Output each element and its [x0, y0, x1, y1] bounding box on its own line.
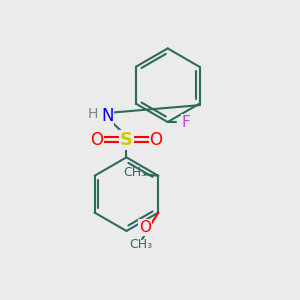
Text: O: O: [91, 131, 103, 149]
Text: O: O: [149, 131, 162, 149]
Text: F: F: [182, 115, 190, 130]
Text: O: O: [139, 220, 151, 235]
Text: H: H: [87, 107, 98, 121]
Text: S: S: [120, 131, 133, 149]
Text: CH₃: CH₃: [129, 238, 152, 251]
Text: N: N: [101, 107, 114, 125]
Text: CH₃: CH₃: [123, 166, 146, 179]
